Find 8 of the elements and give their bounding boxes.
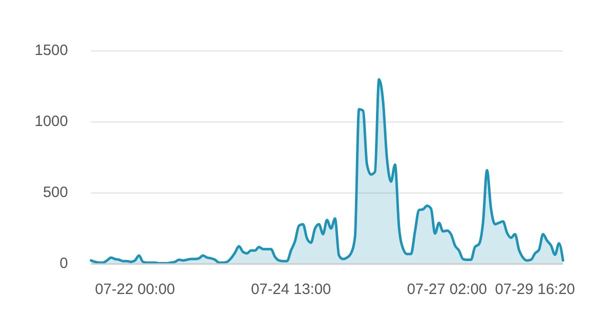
x-tick-label: 07-22 00:00 [94,281,176,298]
y-tick-label: 1500 [34,42,68,59]
x-tick-label: 07-29 16:20 [494,281,576,298]
x-tick-label: 07-24 13:00 [250,281,332,298]
y-tick-label: 1000 [34,113,68,130]
y-tick-label: 0 [60,255,68,272]
x-tick-label: 07-27 02:00 [406,281,488,298]
y-tick-label: 500 [42,184,68,201]
